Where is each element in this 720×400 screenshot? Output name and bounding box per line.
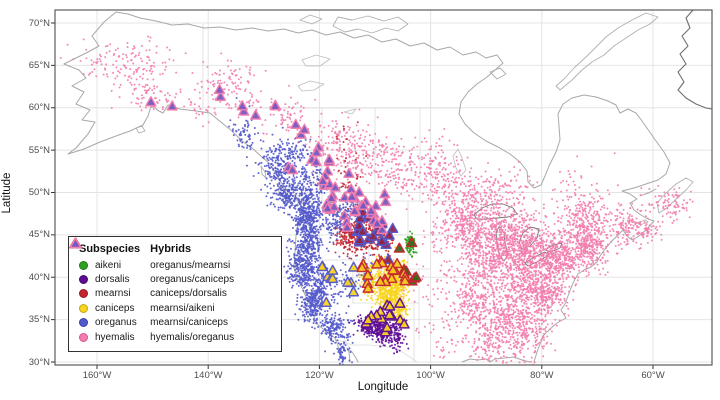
legend-subspecies-item: oreganus xyxy=(79,316,140,330)
y-tick-label: 35°N xyxy=(28,314,50,326)
x-tick-label: 100°W xyxy=(416,370,445,381)
circle-marker-icon xyxy=(79,332,88,342)
legend-item-label: mearnsi xyxy=(95,288,131,300)
y-tick-label: 65°N xyxy=(28,59,50,71)
legend-subspecies-item: mearnsi xyxy=(79,287,140,301)
circle-marker-icon xyxy=(79,289,88,299)
legend-item-label: caniceps xyxy=(95,302,135,314)
legend-subspecies-item: caniceps xyxy=(79,301,140,315)
y-tick-label: 50°N xyxy=(28,187,50,198)
x-tick-label: 160°W xyxy=(82,370,112,381)
legend-item-label: oreganus/mearnsi xyxy=(150,259,231,271)
x-tick-label: 80°W xyxy=(530,370,554,381)
legend-hybrids-item: hyemalis/oreganus xyxy=(69,237,235,344)
legend-item-label: oreganus xyxy=(95,317,137,329)
legend-subspecies-column: Subspecies aikeni dorsalis mearnsi caniceps… xyxy=(79,243,140,347)
legend-hybrids-item: oreganus/caniceps xyxy=(69,237,235,286)
legend-hybrids-item: mearnsi/caniceps xyxy=(69,237,234,330)
x-axis-title: Longitude xyxy=(357,381,409,393)
legend-hybrids-item: oreganus/mearnsi xyxy=(69,237,234,272)
triangle-marker-icon xyxy=(69,237,82,249)
legend-hybrids-title: Hybrids xyxy=(150,243,192,255)
legend-item-label: caniceps/dorsalis xyxy=(150,288,227,300)
x-tick-label: 120°W xyxy=(305,370,334,381)
y-tick-label: 30°N xyxy=(28,356,50,368)
legend-item-label: dorsalis xyxy=(95,274,130,286)
circle-marker-icon xyxy=(79,275,88,285)
legend-subspecies-item: aikeni xyxy=(79,258,140,272)
legend-hybrids-item: mearnsi/aikeni xyxy=(69,237,234,315)
legend-item-label: mearnsi/aikeni xyxy=(150,302,215,314)
circle-marker-icon xyxy=(79,318,88,328)
legend-subspecies-item: dorsalis xyxy=(79,272,140,286)
y-axis-title: Latitude xyxy=(1,172,13,214)
y-tick-label: 70°N xyxy=(28,17,50,29)
legend-item-label: oreganus/caniceps xyxy=(150,274,235,286)
y-tick-label: 40°N xyxy=(28,271,50,283)
legend-box: Subspecies aikeni dorsalis mearnsi caniceps… xyxy=(68,236,282,352)
legend-subspecies-title: Subspecies xyxy=(79,243,141,255)
x-tick-label: 60°W xyxy=(641,370,665,381)
circle-marker-icon xyxy=(79,260,88,270)
y-tick-label: 45°N xyxy=(28,229,50,241)
y-tick-label: 55°N xyxy=(28,144,50,156)
circle-marker-icon xyxy=(79,303,88,313)
legend-hybrids-column: Hybrids oreganus/mearnsi oreganus/canicep… xyxy=(69,237,235,347)
legend-item-label: aikeni xyxy=(95,259,122,271)
legend-item-label: hyemalis xyxy=(95,331,135,343)
legend-item-label: hyemalis/oreganus xyxy=(150,331,235,343)
x-tick-label: 140°W xyxy=(193,370,223,381)
legend-subspecies-item: hyemalis xyxy=(79,330,140,344)
y-tick-label: 60°N xyxy=(28,102,50,114)
legend-hybrids-item: caniceps/dorsalis xyxy=(69,237,234,301)
legend-item-label: mearnsi/caniceps xyxy=(150,317,228,329)
